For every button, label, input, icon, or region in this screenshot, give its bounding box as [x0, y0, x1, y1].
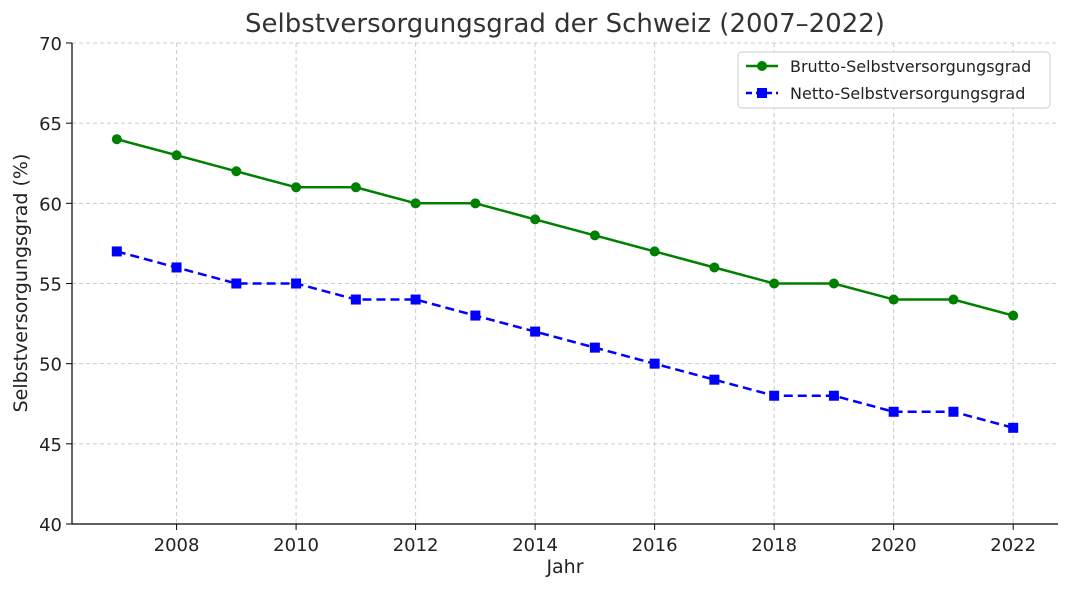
- data-point: [1008, 422, 1019, 433]
- data-point: [350, 294, 361, 305]
- y-tick-label: 70: [39, 34, 62, 55]
- data-point: [1008, 310, 1019, 321]
- data-point: [231, 166, 242, 177]
- x-tick-label: 2010: [273, 535, 319, 556]
- legend: Brutto-Selbstversorgungsgrad Netto-Selbst…: [737, 51, 1051, 109]
- y-axis-label: Selbstversorgungsgrad (%): [10, 154, 32, 413]
- y-tick-label: 40: [39, 515, 62, 536]
- x-tick-label: 2012: [393, 535, 439, 556]
- legend-marker: [757, 88, 767, 98]
- data-point: [291, 278, 302, 289]
- data-point: [530, 214, 541, 225]
- legend-label: Netto-Selbstversorgungsgrad: [790, 84, 1025, 103]
- x-tick-label: 2008: [154, 535, 200, 556]
- data-point: [888, 294, 899, 305]
- data-point: [709, 374, 720, 385]
- data-point: [171, 262, 182, 273]
- data-point: [530, 326, 541, 337]
- series-line-1: [116, 137, 1014, 317]
- data-point: [350, 182, 361, 193]
- x-tick-label: 2018: [751, 535, 797, 556]
- data-point: [410, 198, 421, 209]
- data-point: [589, 342, 600, 353]
- data-point: [111, 246, 122, 257]
- y-tick-label: 65: [39, 114, 62, 135]
- data-point: [410, 294, 421, 305]
- data-point: [470, 198, 481, 209]
- data-point: [828, 278, 839, 289]
- legend-label: Brutto-Selbstversorgungsgrad: [790, 57, 1031, 76]
- x-axis-label: Jahr: [545, 556, 583, 578]
- y-tick-label: 60: [39, 194, 62, 215]
- data-point: [769, 278, 780, 289]
- x-tick-label: 2014: [512, 535, 558, 556]
- y-tick-label: 50: [39, 355, 62, 376]
- x-tick-label: 2022: [990, 535, 1036, 556]
- y-tick-label: 45: [39, 435, 62, 456]
- data-point: [111, 134, 122, 145]
- data-point: [470, 310, 481, 321]
- data-point: [589, 230, 600, 241]
- data-point: [231, 278, 242, 289]
- x-tick-label: 2016: [632, 535, 678, 556]
- data-point: [888, 406, 899, 417]
- axes-layer: 2008 2010 2012 2014 2016 2018 2020 2022 40 45 50 55…: [39, 34, 1058, 556]
- legend-marker: [757, 61, 767, 71]
- series-layer: [111, 134, 1019, 433]
- y-tick-label: 55: [39, 275, 62, 296]
- data-point: [828, 390, 839, 401]
- data-point: [948, 406, 959, 417]
- data-point: [649, 246, 660, 257]
- data-point: [709, 262, 720, 273]
- data-point: [291, 182, 302, 193]
- legend-box: [737, 51, 1051, 109]
- data-point: [171, 150, 182, 161]
- data-point: [649, 358, 660, 369]
- data-point: [948, 294, 959, 305]
- data-point: [769, 390, 780, 401]
- x-tick-label: 2020: [871, 535, 917, 556]
- chart-title: Selbstversorgungsgrad der Schweiz (2007–…: [245, 9, 885, 39]
